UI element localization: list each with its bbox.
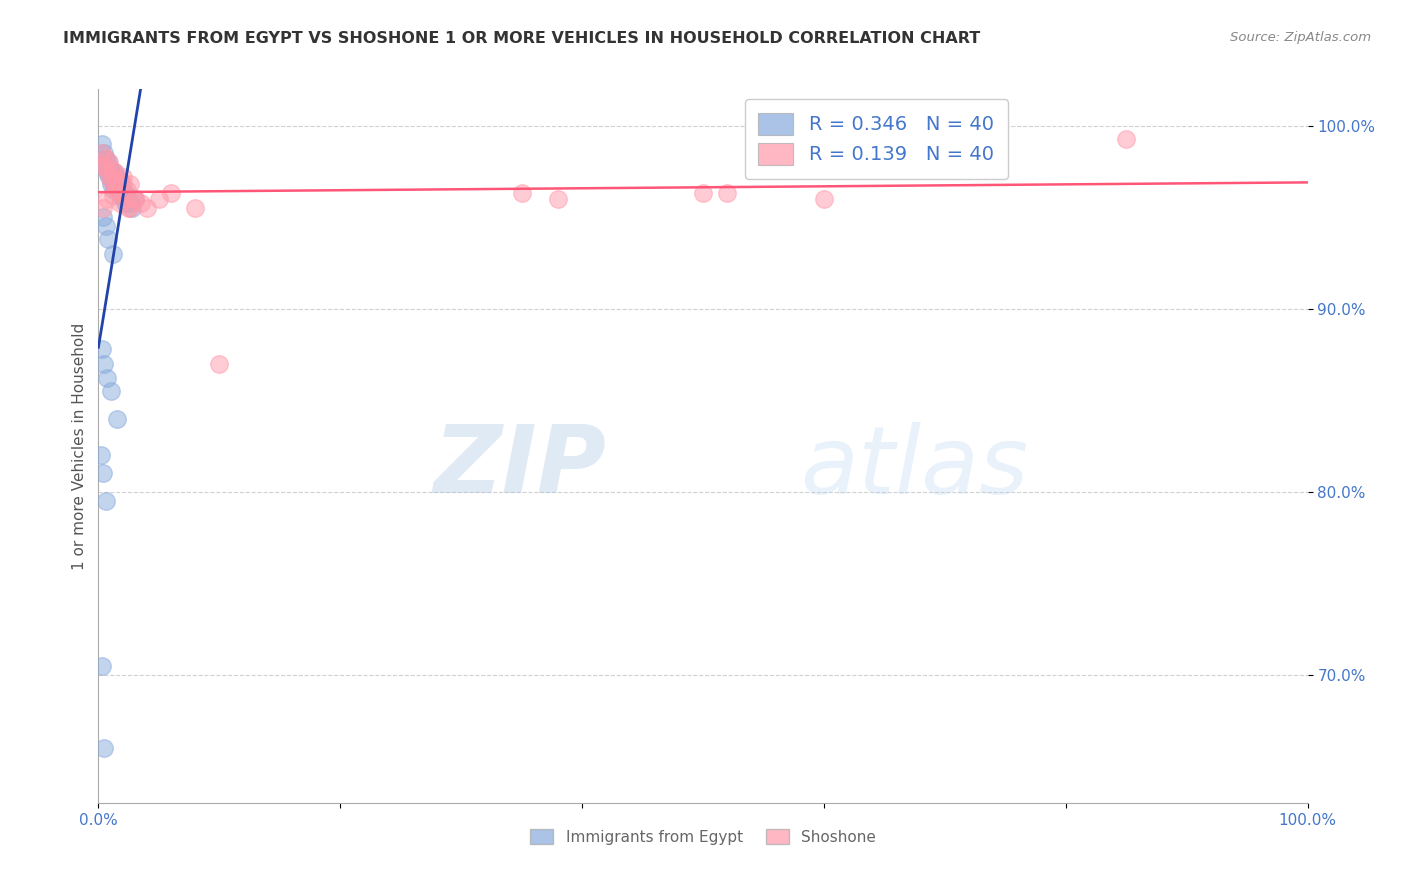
Point — [105, 169, 128, 184]
Point — [105, 183, 128, 197]
Point — [148, 192, 170, 206]
Point — [117, 188, 139, 202]
Point — [105, 183, 128, 197]
Point — [94, 494, 117, 508]
Point — [91, 137, 114, 152]
Text: ZIP: ZIP — [433, 421, 606, 514]
Point — [108, 178, 131, 192]
Point — [103, 174, 125, 188]
Point — [94, 152, 117, 166]
Point — [118, 178, 141, 192]
Text: atlas: atlas — [800, 422, 1028, 513]
Legend: Immigrants from Egypt, Shoshone: Immigrants from Egypt, Shoshone — [523, 821, 883, 852]
Point — [184, 201, 207, 215]
Point — [93, 740, 115, 755]
Point — [93, 159, 115, 173]
Point — [96, 164, 118, 178]
Point — [100, 169, 122, 184]
Point — [101, 174, 124, 188]
Point — [91, 146, 114, 161]
Point — [103, 164, 125, 178]
Point — [547, 192, 569, 206]
Point — [103, 183, 125, 197]
Point — [100, 162, 122, 177]
Point — [124, 192, 146, 206]
Point — [118, 201, 141, 215]
Point — [510, 186, 533, 201]
Point — [111, 169, 134, 184]
Y-axis label: 1 or more Vehicles in Household: 1 or more Vehicles in Household — [72, 322, 87, 570]
Text: Source: ZipAtlas.com: Source: ZipAtlas.com — [1230, 31, 1371, 45]
Point — [124, 192, 146, 206]
Point — [118, 201, 141, 215]
Point — [117, 183, 139, 197]
Point — [91, 467, 114, 481]
Point — [105, 411, 128, 425]
Point — [97, 232, 120, 246]
Point — [97, 164, 120, 178]
Point — [111, 178, 134, 192]
Point — [94, 219, 117, 234]
Point — [208, 357, 231, 371]
Point — [129, 195, 152, 210]
Point — [108, 195, 131, 210]
Point — [93, 146, 115, 161]
Point — [91, 201, 114, 215]
Point — [121, 201, 143, 215]
Point — [100, 162, 122, 177]
Point — [96, 371, 118, 385]
Point — [813, 192, 835, 206]
Point — [90, 448, 112, 462]
Point — [1115, 131, 1137, 145]
Point — [93, 159, 115, 173]
Point — [135, 201, 157, 215]
Point — [91, 658, 114, 673]
Point — [97, 155, 120, 169]
Point — [104, 164, 127, 178]
Point — [692, 186, 714, 201]
Point — [108, 174, 131, 188]
Point — [100, 169, 122, 184]
Point — [108, 183, 131, 197]
Point — [118, 195, 141, 210]
Point — [96, 192, 118, 206]
Point — [160, 186, 183, 201]
Point — [91, 342, 114, 356]
Point — [716, 186, 738, 201]
Point — [104, 178, 127, 192]
Point — [98, 155, 121, 169]
Point — [93, 159, 115, 173]
Point — [100, 178, 122, 192]
Point — [94, 152, 117, 166]
Text: IMMIGRANTS FROM EGYPT VS SHOSHONE 1 OR MORE VEHICLES IN HOUSEHOLD CORRELATION CH: IMMIGRANTS FROM EGYPT VS SHOSHONE 1 OR M… — [63, 31, 980, 46]
Point — [114, 192, 136, 206]
Point — [101, 188, 124, 202]
Point — [114, 195, 136, 210]
Point — [100, 384, 122, 398]
Point — [107, 174, 129, 188]
Point — [111, 183, 134, 197]
Point — [91, 211, 114, 225]
Point — [107, 178, 129, 192]
Point — [112, 192, 135, 206]
Point — [101, 247, 124, 261]
Point — [124, 192, 146, 206]
Point — [98, 169, 121, 184]
Point — [110, 188, 132, 202]
Point — [100, 174, 122, 188]
Point — [93, 357, 115, 371]
